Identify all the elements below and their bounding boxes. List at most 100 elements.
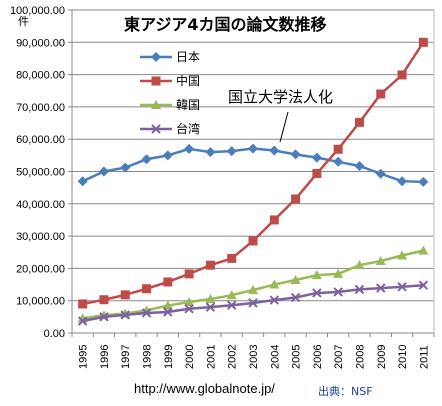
data-point bbox=[77, 176, 88, 187]
data-point bbox=[78, 299, 88, 309]
series-1 bbox=[77, 143, 429, 187]
data-point bbox=[269, 279, 280, 289]
data-point bbox=[226, 146, 237, 157]
marker-stroke bbox=[290, 292, 301, 303]
chart-title: 東アジア4カ国の論文数推移 bbox=[124, 15, 327, 34]
y-tick-label: 60,000.00 bbox=[16, 134, 65, 146]
data-point bbox=[290, 292, 301, 303]
data-point bbox=[141, 308, 152, 318]
x-tick-label: 2000 bbox=[184, 345, 196, 369]
data-point bbox=[205, 147, 216, 158]
marker-stroke bbox=[99, 312, 109, 322]
data-point bbox=[333, 144, 343, 154]
data-point bbox=[248, 236, 258, 246]
marker-stroke bbox=[163, 307, 173, 317]
annotation-pointer bbox=[279, 111, 289, 143]
data-point bbox=[290, 149, 301, 160]
legend-label: 中国 bbox=[176, 73, 200, 88]
y-axis-unit: 件 bbox=[18, 15, 29, 28]
annotation-label: 国立大学法人化 bbox=[228, 88, 333, 106]
x-tick-label: 2008 bbox=[354, 345, 366, 369]
marker-stroke bbox=[151, 124, 161, 134]
data-point bbox=[397, 282, 407, 292]
data-point bbox=[163, 277, 173, 287]
data-point bbox=[333, 268, 344, 278]
data-point bbox=[375, 255, 386, 265]
marker-stroke bbox=[418, 280, 429, 290]
data-point bbox=[162, 300, 173, 310]
data-point bbox=[205, 294, 216, 304]
marker-stroke bbox=[248, 298, 258, 308]
data-point bbox=[397, 176, 408, 187]
series-line bbox=[82, 41, 425, 306]
data-point bbox=[354, 117, 364, 127]
data-point bbox=[290, 275, 301, 285]
data-point bbox=[227, 253, 237, 263]
legend-label: 韓国 bbox=[176, 98, 200, 112]
data-point bbox=[248, 298, 258, 308]
data-point bbox=[269, 215, 279, 225]
data-point bbox=[269, 295, 280, 305]
data-point bbox=[376, 89, 386, 99]
data-point bbox=[141, 154, 152, 165]
y-tick-label: 70,000.00 bbox=[16, 102, 65, 114]
data-point bbox=[162, 150, 173, 161]
data-point bbox=[418, 176, 429, 187]
x-tick-label: 2005 bbox=[291, 345, 303, 369]
data-point bbox=[142, 284, 152, 294]
data-point bbox=[333, 287, 343, 297]
data-point bbox=[226, 300, 237, 310]
data-point bbox=[312, 288, 322, 298]
x-tick-label: 2003 bbox=[248, 345, 260, 369]
data-point bbox=[291, 194, 301, 204]
data-point bbox=[184, 269, 194, 279]
x-tick-label: 2001 bbox=[205, 345, 217, 369]
x-tick-label: 1995 bbox=[78, 345, 90, 369]
data-point bbox=[333, 156, 344, 167]
y-tick-label: 80,000.00 bbox=[16, 70, 65, 82]
x-tick-label: 1997 bbox=[120, 345, 132, 369]
data-point bbox=[120, 290, 130, 300]
data-point bbox=[120, 162, 131, 173]
y-tick-label: 10,000.00 bbox=[16, 296, 65, 308]
y-tick-label: 90,000.00 bbox=[16, 37, 65, 49]
marker-stroke bbox=[269, 295, 280, 305]
series-4 bbox=[77, 280, 429, 326]
data-point bbox=[205, 302, 216, 312]
data-point bbox=[376, 283, 386, 293]
data-point bbox=[98, 166, 109, 177]
data-point bbox=[120, 310, 130, 320]
x-tick-label: 2010 bbox=[397, 345, 409, 369]
data-point bbox=[418, 280, 429, 290]
x-tick-label: 1996 bbox=[99, 345, 111, 369]
legend-label: 台湾 bbox=[176, 121, 200, 136]
x-tick-label: 2004 bbox=[269, 345, 281, 369]
data-point bbox=[311, 270, 322, 280]
series-3 bbox=[77, 245, 429, 323]
data-point bbox=[226, 290, 237, 300]
data-point bbox=[311, 152, 322, 163]
x-tick-label: 1999 bbox=[163, 345, 175, 369]
x-tick-label: 2009 bbox=[376, 345, 388, 369]
y-tick-label: 20,000.00 bbox=[16, 263, 65, 275]
marker-stroke bbox=[184, 304, 194, 314]
marker-stroke bbox=[120, 310, 130, 320]
marker-stroke bbox=[205, 302, 216, 312]
x-tick-label: 2007 bbox=[333, 345, 345, 369]
y-tick-label: 40,000.00 bbox=[16, 199, 65, 211]
data-point bbox=[248, 143, 258, 154]
y-tick-label: 30,000.00 bbox=[16, 231, 65, 243]
marker-stroke bbox=[77, 316, 88, 326]
x-tick-label: 2011 bbox=[418, 345, 430, 369]
series-2 bbox=[78, 37, 428, 309]
data-point bbox=[184, 143, 195, 154]
source-url: http://www.globalnote.jp/ bbox=[134, 381, 275, 396]
data-point bbox=[397, 70, 407, 80]
marker-stroke bbox=[226, 300, 237, 310]
data-point bbox=[269, 145, 280, 156]
legend-marker bbox=[151, 52, 161, 62]
marker-stroke bbox=[312, 288, 322, 298]
